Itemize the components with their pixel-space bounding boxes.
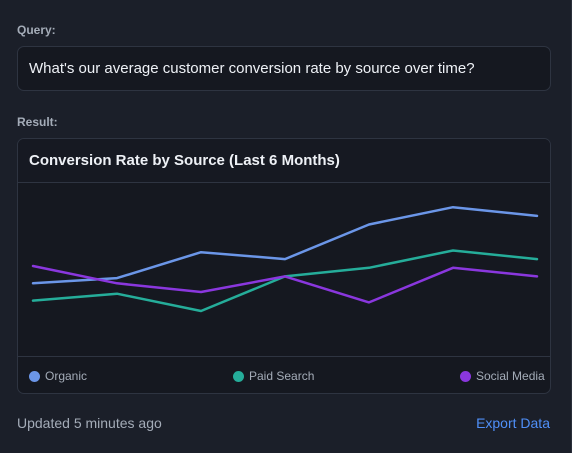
data-point-organic-6 <box>450 204 456 210</box>
query-label: Query: <box>17 23 56 37</box>
data-point-organic-5 <box>366 222 372 228</box>
data-point-social-media-3 <box>198 289 204 295</box>
series-line-social-media <box>31 264 539 304</box>
data-point-organic-3 <box>198 249 204 255</box>
chart-title: Conversion Rate by Source (Last 6 Months… <box>29 152 340 169</box>
chart-header: Conversion Rate by Source (Last 6 Months… <box>18 139 550 183</box>
legend-label-organic: Organic <box>45 369 88 383</box>
data-point-organic-4 <box>282 256 288 262</box>
data-point-paid-search-5 <box>366 265 372 271</box>
chart-legend: Organic Paid Search Social Media <box>18 356 550 393</box>
data-point-paid-search-7 <box>534 256 540 262</box>
result-label: Result: <box>17 115 58 129</box>
data-point-paid-search-2 <box>114 291 120 297</box>
data-point-organic-7 <box>534 213 540 219</box>
data-point-paid-search-1 <box>30 298 36 304</box>
data-point-social-media-7 <box>534 273 540 279</box>
data-point-organic-1 <box>30 280 36 286</box>
data-point-social-media-1 <box>30 263 36 269</box>
data-point-paid-search-6 <box>450 248 456 254</box>
legend-label-social-media: Social Media <box>476 369 545 383</box>
query-text-box[interactable]: What's our average customer conversion r… <box>17 46 551 91</box>
legend-item-organic[interactable]: Organic <box>29 357 88 393</box>
legend-swatch-paid-search <box>233 370 244 382</box>
data-point-social-media-6 <box>450 265 456 271</box>
export-data-link[interactable]: Export Data <box>476 415 550 431</box>
data-point-social-media-5 <box>366 299 372 305</box>
data-point-social-media-2 <box>114 280 120 286</box>
legend-swatch-organic <box>29 370 40 382</box>
data-point-organic-2 <box>114 275 120 281</box>
line-chart <box>30 204 540 314</box>
legend-item-paid-search[interactable]: Paid Search <box>233 357 315 393</box>
data-point-paid-search-3 <box>198 308 204 314</box>
data-point-social-media-4 <box>282 273 288 279</box>
series-line-organic <box>31 205 539 285</box>
legend-label-paid-search: Paid Search <box>249 369 315 383</box>
result-card: Conversion Rate by Source (Last 6 Months… <box>17 138 551 394</box>
updated-status: Updated 5 minutes ago <box>17 415 162 431</box>
legend-item-social-media[interactable]: Social Media <box>460 357 545 393</box>
legend-swatch-social-media <box>460 370 471 382</box>
query-text: What's our average customer conversion r… <box>29 60 475 77</box>
